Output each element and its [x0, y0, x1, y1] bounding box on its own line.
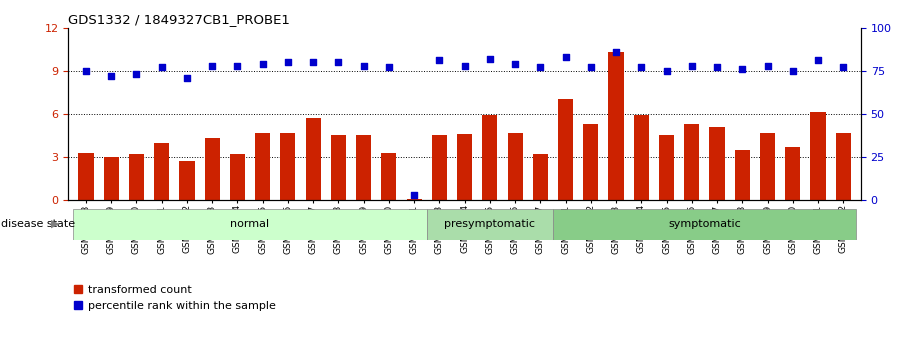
Bar	[482, 115, 497, 200]
Bar	[710, 127, 724, 200]
Point	[457, 63, 472, 68]
Point	[205, 63, 220, 68]
Bar	[609, 52, 624, 200]
Point	[281, 59, 295, 65]
Bar	[426, 209, 553, 240]
Bar	[230, 154, 245, 200]
Text: presymptomatic: presymptomatic	[445, 219, 536, 229]
Bar	[634, 115, 649, 200]
Point	[129, 71, 144, 77]
Point	[760, 63, 774, 68]
Point	[407, 192, 422, 198]
Point	[155, 65, 169, 70]
Bar	[533, 154, 548, 200]
Point	[78, 68, 93, 73]
Point	[584, 65, 599, 70]
Text: ▶: ▶	[51, 219, 59, 228]
Point	[558, 54, 573, 60]
Text: GDS1332 / 1849327CB1_PROBE1: GDS1332 / 1849327CB1_PROBE1	[68, 13, 291, 27]
Point	[507, 61, 522, 67]
Bar	[760, 132, 775, 200]
Point	[533, 65, 548, 70]
Point	[785, 68, 800, 73]
Bar	[553, 209, 855, 240]
Point	[710, 65, 724, 70]
Bar	[432, 136, 447, 200]
Point	[634, 65, 649, 70]
Point	[609, 49, 623, 55]
Text: symptomatic: symptomatic	[668, 219, 741, 229]
Point	[104, 73, 118, 79]
Point	[483, 56, 497, 61]
Bar	[406, 199, 422, 200]
Bar	[74, 209, 426, 240]
Point	[306, 59, 321, 65]
Bar	[331, 136, 346, 200]
Bar	[104, 157, 118, 200]
Bar	[785, 147, 801, 200]
Point	[255, 61, 270, 67]
Bar	[835, 132, 851, 200]
Bar	[558, 99, 573, 200]
Bar	[382, 152, 396, 200]
Bar	[507, 132, 523, 200]
Point	[230, 63, 245, 68]
Bar	[128, 154, 144, 200]
Bar	[457, 134, 472, 200]
Bar	[205, 138, 220, 200]
Point	[660, 68, 674, 73]
Point	[432, 58, 446, 63]
Bar	[659, 136, 674, 200]
Bar	[281, 132, 295, 200]
Point	[684, 63, 699, 68]
Bar	[154, 142, 169, 200]
Bar	[734, 150, 750, 200]
Point	[179, 75, 194, 80]
Bar	[811, 112, 825, 200]
Bar	[305, 118, 321, 200]
Point	[735, 66, 750, 72]
Bar	[583, 124, 599, 200]
Point	[811, 58, 825, 63]
Text: normal: normal	[230, 219, 270, 229]
Text: disease state: disease state	[1, 219, 75, 228]
Point	[836, 65, 851, 70]
Legend: transformed count, percentile rank within the sample: transformed count, percentile rank withi…	[74, 285, 276, 310]
Bar	[684, 124, 700, 200]
Bar	[356, 136, 371, 200]
Point	[331, 59, 345, 65]
Bar	[255, 132, 271, 200]
Bar	[78, 152, 94, 200]
Bar	[179, 161, 195, 200]
Point	[382, 65, 396, 70]
Point	[356, 63, 371, 68]
